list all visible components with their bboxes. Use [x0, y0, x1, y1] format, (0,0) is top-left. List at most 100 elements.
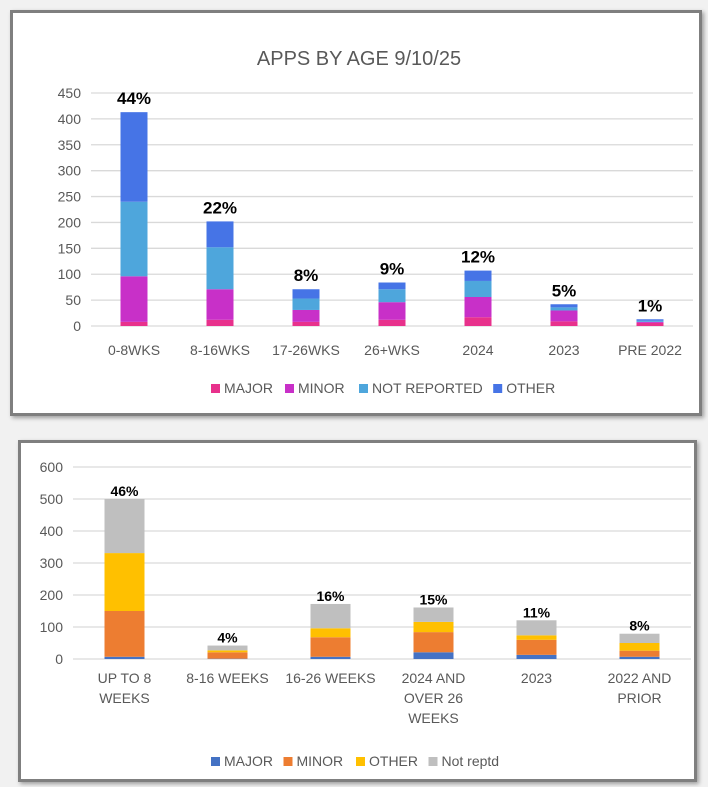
y-tick-label: 400	[58, 111, 82, 127]
chart-apps-by-age-2: 0 100 200 300 400 500 600 46% UP TO 8 WEEKS 4% 8-16…	[18, 440, 697, 782]
bar-minor	[207, 652, 248, 659]
legend-label: Not reptd	[442, 753, 500, 769]
y-tick-label: 100	[58, 266, 82, 282]
y-tick-label: 200	[58, 214, 82, 230]
bar-not-reptd	[104, 499, 145, 554]
data-label: 22%	[203, 198, 237, 217]
bar-minor	[636, 321, 664, 323]
data-label: 9%	[380, 260, 405, 279]
bar-major	[464, 317, 492, 326]
chart-title: APPS BY AGE 9/10/25	[257, 48, 461, 70]
bar-other	[413, 621, 454, 633]
legend-label: MAJOR	[224, 753, 273, 769]
bar-minor	[378, 302, 406, 320]
y-tick-label: 450	[58, 85, 82, 101]
x-category-label: PRIOR	[617, 690, 661, 706]
chart2-svg: 0 100 200 300 400 500 600 46% UP TO 8 WEEKS 4% 8-16…	[40, 459, 691, 769]
bar-minor	[104, 611, 145, 657]
legend-swatch	[428, 757, 438, 766]
legend-swatch	[211, 757, 220, 766]
legend-label: NOT REPORTED	[372, 380, 483, 396]
bar-other	[120, 112, 148, 202]
data-label: 15%	[419, 591, 448, 607]
bar-other	[104, 553, 145, 611]
y-tick-label: 200	[40, 587, 64, 603]
bar-minor	[292, 309, 320, 322]
bar-minor	[120, 276, 148, 322]
x-category-label: 0-8WKS	[108, 342, 160, 358]
y-tick-label: 50	[65, 292, 81, 308]
data-label: 5%	[552, 281, 577, 300]
bar-major	[619, 656, 660, 659]
bar-major	[413, 652, 454, 659]
bar-other	[464, 270, 492, 281]
bar-major	[636, 322, 664, 326]
y-tick-label: 150	[58, 240, 82, 256]
legend-label: MINOR	[297, 753, 344, 769]
y-tick-label: 100	[40, 619, 64, 635]
bar-other	[550, 304, 578, 308]
bar-major	[378, 319, 406, 326]
legend-swatch	[356, 757, 365, 766]
bar-other	[292, 289, 320, 299]
bar-major	[516, 654, 557, 659]
bar-major	[292, 321, 320, 326]
legend-label: MAJOR	[224, 380, 273, 396]
data-label: 44%	[117, 89, 151, 108]
y-tick-label: 300	[40, 555, 64, 571]
bar-minor	[310, 637, 351, 657]
bar-other	[378, 282, 406, 290]
bar-not-reptd	[516, 620, 557, 636]
bar-not-reptd	[310, 603, 351, 629]
bar-major	[206, 319, 234, 326]
y-tick-label: 500	[40, 491, 64, 507]
y-tick-label: 400	[40, 523, 64, 539]
bar-minor	[619, 650, 660, 657]
bar-minor	[516, 639, 557, 655]
bar-other	[619, 643, 660, 651]
bar-major	[310, 656, 351, 659]
bar-not-reptd	[413, 607, 454, 622]
x-category-label: 2023	[548, 342, 579, 358]
bar-not-reported	[550, 307, 578, 311]
x-category-label: 2022 AND	[608, 670, 672, 686]
legend-swatch	[285, 384, 294, 393]
bar-minor	[464, 297, 492, 318]
y-tick-label: 350	[58, 137, 82, 153]
legend-swatch	[283, 757, 293, 766]
data-label: 8%	[294, 266, 319, 285]
x-category-label: UP TO 8	[98, 670, 152, 686]
bar-minor	[413, 632, 454, 653]
bar-other	[310, 628, 351, 638]
legend-label: OTHER	[369, 753, 418, 769]
legend-label: OTHER	[506, 380, 555, 396]
x-category-label: 8-16 WEEKS	[186, 670, 268, 686]
x-category-label: 2023	[521, 670, 552, 686]
data-label: 16%	[316, 588, 345, 604]
y-tick-label: 250	[58, 189, 82, 205]
bar-not-reported	[120, 201, 148, 277]
bar-not-reported	[206, 247, 234, 290]
bar-not-reported	[378, 289, 406, 303]
bar-minor	[206, 289, 234, 320]
data-label: 1%	[638, 296, 663, 315]
bar-major	[120, 321, 148, 326]
x-category-label: PRE 2022	[618, 342, 682, 358]
bar-not-reptd	[619, 633, 660, 643]
data-label: 11%	[523, 604, 551, 620]
bar-other	[636, 319, 664, 321]
x-category-label: WEEKS	[99, 690, 150, 706]
bar-major	[104, 656, 145, 659]
x-category-label: 2024	[462, 342, 493, 358]
bar-other	[207, 650, 248, 653]
chart-apps-by-age-1: APPS BY AGE 9/10/25 0 50 100 150 200 250 300 350…	[10, 10, 702, 416]
x-category-label: WEEKS	[408, 710, 459, 726]
bar-minor	[550, 310, 578, 322]
legend-swatch	[493, 384, 503, 393]
x-category-label: 26+WKS	[364, 342, 420, 358]
bar-not-reported	[292, 298, 320, 310]
x-category-label: 2024 AND	[402, 670, 466, 686]
x-category-label: 8-16WKS	[190, 342, 250, 358]
data-label: 12%	[461, 248, 495, 267]
x-category-label: 17-26WKS	[272, 342, 340, 358]
